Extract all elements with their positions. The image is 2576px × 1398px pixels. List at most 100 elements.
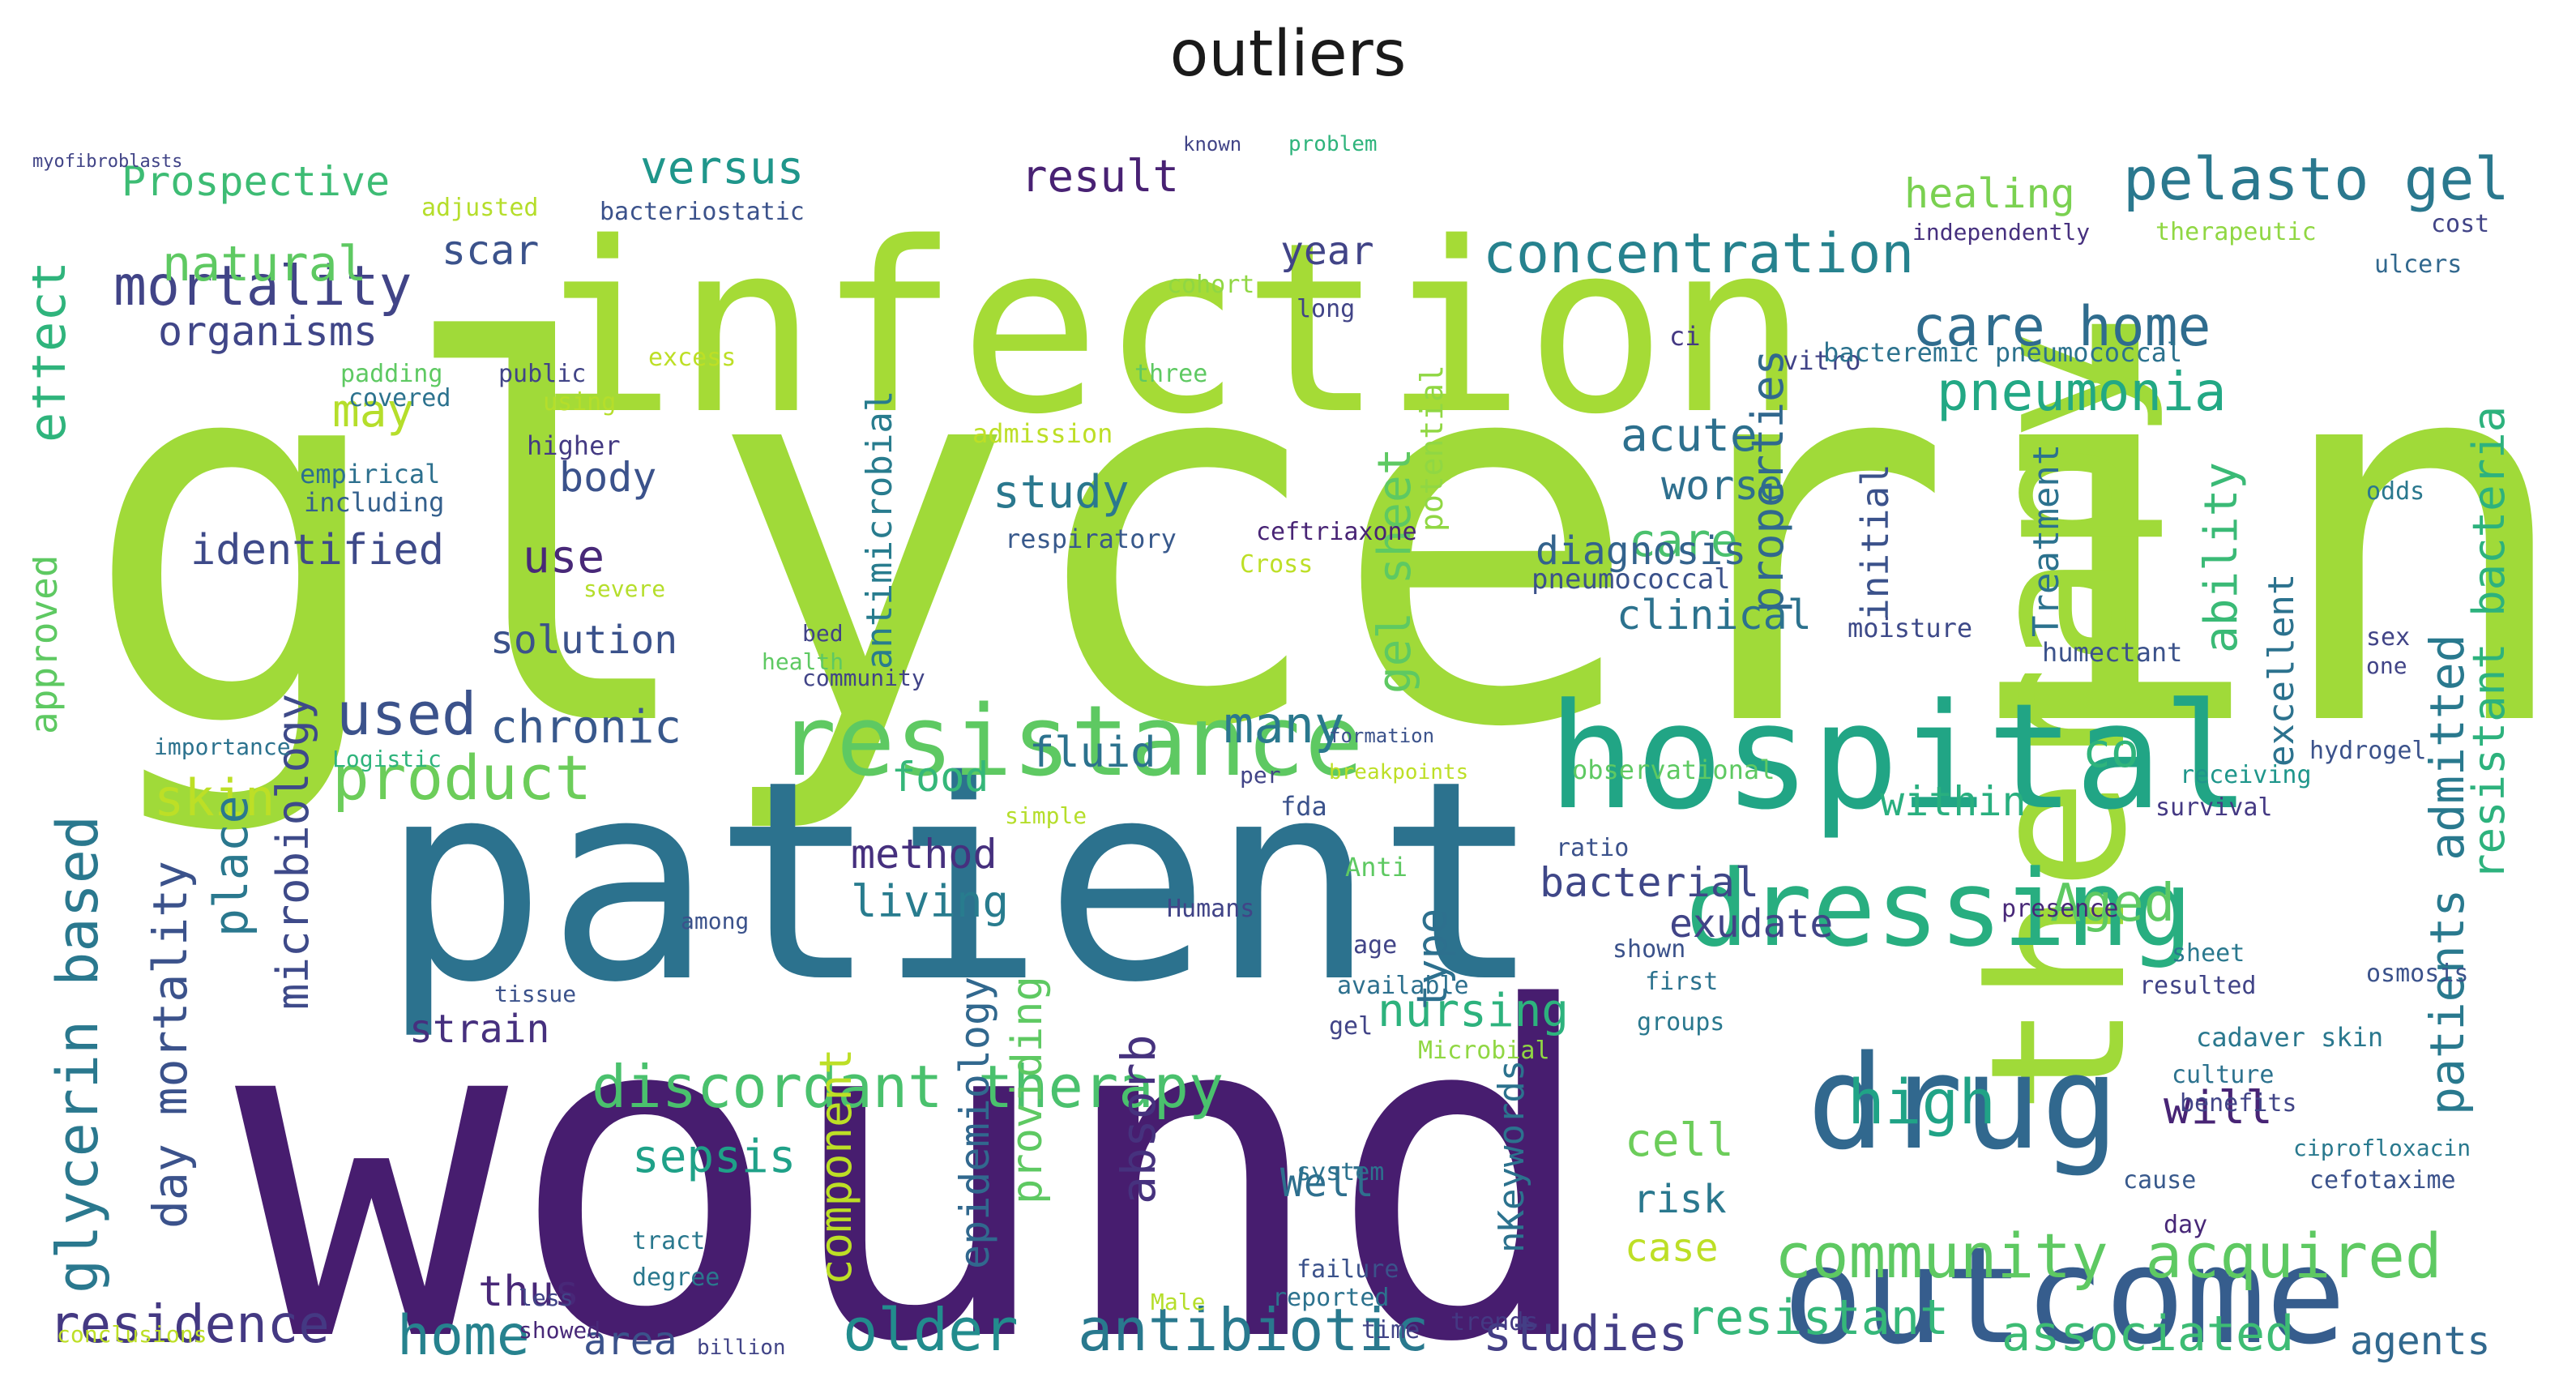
word-scar: scar	[442, 227, 539, 274]
word-place: place	[203, 795, 258, 937]
word-healing: healing	[1904, 170, 2075, 217]
word-glycerin-based: glycerin based	[45, 815, 111, 1293]
word-among: among	[681, 908, 749, 934]
word-adjusted: adjusted	[421, 194, 539, 222]
word-area: area	[583, 1319, 677, 1364]
word-used: used	[336, 680, 476, 748]
word-many: many	[1224, 695, 1344, 755]
word-gel-sheet: gel sheet	[1369, 448, 1421, 694]
word-versus: versus	[640, 142, 804, 195]
word-natural: natural	[162, 236, 367, 293]
word-age: age	[1353, 931, 1397, 960]
word-therapeutic: therapeutic	[2155, 218, 2317, 246]
word-anti: Anti	[1345, 852, 1408, 883]
word-thus: thus	[478, 1268, 579, 1316]
word-padding: padding	[340, 360, 442, 388]
word-showed: showed	[519, 1317, 600, 1344]
word-resulted: resulted	[2139, 972, 2257, 1000]
word-absorb: absorb	[1111, 1034, 1166, 1204]
word-health: health	[762, 648, 844, 675]
word-therapy: therapy	[1951, 330, 2168, 1115]
word-resistant-bacteria: resistant bacteria	[2463, 406, 2514, 880]
word-three: three	[1134, 360, 1207, 388]
word-using: using	[543, 388, 616, 417]
word-ulcers: ulcers	[2374, 250, 2462, 279]
word-food: food	[891, 754, 989, 801]
word-dressing: dressing	[1685, 847, 2193, 970]
word-will: will	[2164, 1082, 2273, 1135]
word-co: co	[2083, 723, 2139, 778]
word-empirical: empirical	[300, 459, 440, 490]
word-time: time	[1361, 1316, 1420, 1345]
word-year: year	[1280, 229, 1374, 274]
word-well: Well	[1280, 1161, 1374, 1206]
word-prospective: Prospective	[122, 158, 390, 205]
word-diagnosis: diagnosis	[1536, 528, 1746, 574]
word-importance: importance	[154, 733, 291, 760]
word-method: method	[851, 831, 998, 878]
word-excess: excess	[648, 344, 736, 372]
word-one: one	[2366, 652, 2407, 679]
word-first: first	[1645, 968, 1718, 996]
word-independently: independently	[1912, 219, 2090, 246]
word-fda: fda	[1280, 791, 1327, 822]
word-solution: solution	[490, 618, 677, 663]
word-reported: reported	[1272, 1284, 1390, 1312]
word-less: less	[519, 1285, 573, 1311]
word-studies: studies	[1483, 1306, 1688, 1362]
word-type: type	[1408, 908, 1457, 1010]
word-mortality: mortality	[113, 254, 412, 319]
word-resistance: resistance	[778, 686, 1363, 798]
word-ability: ability	[2195, 462, 2248, 653]
word-care-home: care home	[1912, 295, 2211, 359]
word-vitro: vitro	[1783, 345, 1860, 376]
word-day: day	[2164, 1211, 2207, 1239]
word-wound: wound	[235, 913, 1601, 1379]
word-concentration: concentration	[1483, 222, 1914, 286]
word-agents: agents	[2350, 1319, 2490, 1364]
word-cell: cell	[1625, 1114, 1734, 1167]
word-shown: shown	[1613, 935, 1685, 964]
word-ratio: ratio	[1556, 834, 1629, 862]
word-cause: cause	[2123, 1166, 2196, 1195]
word-providing: providing	[1003, 976, 1052, 1204]
word-identified: identified	[190, 526, 444, 575]
word-trends: trends	[1450, 1308, 1538, 1336]
word-within: within	[1880, 778, 2027, 825]
word-benefits: benefits	[2180, 1089, 2297, 1118]
word-osmosis: osmosis	[2366, 960, 2468, 988]
word-bacterial: bacterial	[1540, 859, 1759, 906]
word-tract: tract	[632, 1227, 705, 1255]
word-presence: presence	[2001, 895, 2119, 923]
word-sepsis: sepsis	[632, 1131, 796, 1183]
word-problem: problem	[1288, 132, 1378, 156]
word-excellent: excellent	[2261, 574, 2302, 767]
word-organisms: organisms	[158, 308, 378, 355]
word-glycerin: glycerin	[81, 237, 2544, 840]
word-acute: acute	[1621, 409, 1758, 462]
word-cadaver-skin: cadaver skin	[2196, 1022, 2383, 1053]
word-moisture: moisture	[1848, 613, 1972, 643]
word-humectant: humectant	[2042, 637, 2182, 668]
word-groups: groups	[1637, 1008, 1724, 1037]
word-system: system	[1297, 1158, 1384, 1186]
word-nursing: nursing	[1378, 985, 1569, 1037]
word-home: home	[397, 1304, 530, 1368]
word-care: care	[1629, 515, 1738, 567]
word-older: older	[843, 1296, 1019, 1364]
word-logistic: Logistic	[332, 746, 442, 772]
word-infection: infection	[535, 193, 1808, 466]
word-conclusions: conclusions	[57, 1321, 207, 1348]
word-degree: degree	[632, 1263, 720, 1292]
word-covered: covered	[348, 384, 451, 413]
word-discordant-therapy: discordant therapy	[592, 1053, 1224, 1121]
word-microbial: Microbial	[1418, 1037, 1550, 1065]
word-formation: formation	[1329, 725, 1434, 747]
word-effect: effect	[32, 261, 77, 442]
word-may: may	[332, 385, 414, 438]
word-severe: severe	[583, 575, 665, 602]
word-pneumococcal: pneumococcal	[1532, 563, 1731, 596]
word-cloud-title: outliers	[1169, 18, 1407, 91]
word-body: body	[559, 454, 656, 501]
